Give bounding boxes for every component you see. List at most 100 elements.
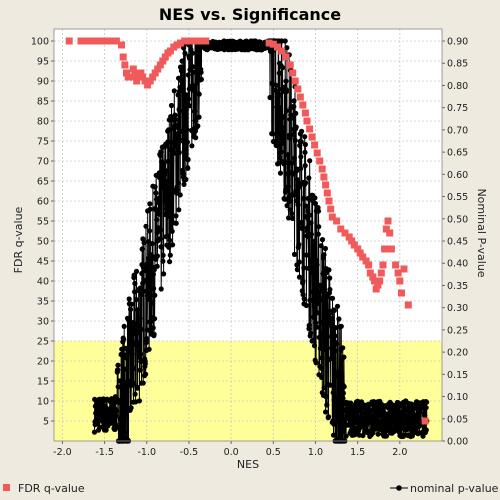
nominal-p-value-point bbox=[359, 410, 365, 416]
nominal-p-value-point bbox=[179, 78, 185, 85]
nominal-p-value-point bbox=[174, 134, 180, 140]
nominal-p-value-point bbox=[149, 300, 155, 306]
nominal-p-value-point bbox=[313, 320, 319, 326]
nominal-p-value-point bbox=[160, 258, 166, 264]
nominal-p-value-point bbox=[121, 336, 127, 342]
nominal-p-value-point bbox=[423, 427, 429, 433]
fdr-q-value-point bbox=[97, 37, 105, 45]
x-tick-label: -1.5 bbox=[95, 447, 114, 458]
fdr-q-value-point bbox=[118, 41, 125, 49]
y-right-tick-label: 0.80 bbox=[447, 81, 468, 92]
nominal-p-value-point bbox=[308, 220, 314, 226]
fdr-q-value-point bbox=[337, 225, 345, 233]
fdr-q-value-point bbox=[119, 53, 127, 61]
nominal-p-value-point bbox=[139, 246, 146, 252]
nominal-p-value-point bbox=[162, 198, 168, 204]
nominal-p-value-point bbox=[327, 286, 333, 293]
legend-nominal-label: nominal p-value bbox=[410, 482, 499, 495]
nominal-p-value-point bbox=[158, 286, 164, 292]
nominal-p-value-point bbox=[198, 76, 204, 82]
y-right-tick-label: 0.30 bbox=[447, 303, 468, 314]
y-left-tick-label: 10 bbox=[37, 397, 49, 408]
fdr-q-value-point bbox=[320, 173, 328, 181]
nominal-p-value-point bbox=[283, 88, 289, 95]
nominal-p-value-point bbox=[175, 180, 181, 186]
nominal-p-value-point bbox=[123, 379, 129, 386]
nominal-p-value-point bbox=[115, 367, 121, 373]
fdr-q-value-point bbox=[386, 229, 394, 237]
nominal-p-value-point bbox=[306, 175, 312, 181]
y-left-tick-label: 30 bbox=[37, 317, 49, 328]
nominal-p-value-point bbox=[335, 409, 341, 415]
fdr-q-value-point bbox=[149, 73, 157, 81]
nominal-p-value-point bbox=[171, 150, 178, 156]
nominal-p-value-point bbox=[308, 330, 314, 336]
nominal-p-value-point bbox=[294, 267, 300, 273]
nominal-p-value-point bbox=[304, 228, 310, 234]
nominal-p-value-point bbox=[156, 207, 162, 213]
fdr-q-value-point bbox=[282, 53, 290, 61]
nominal-p-value-point bbox=[128, 306, 134, 312]
nominal-p-value-point bbox=[365, 428, 371, 434]
fdr-q-value-point bbox=[396, 277, 404, 285]
fdr-q-value-point bbox=[348, 237, 356, 245]
nominal-p-value-point bbox=[292, 137, 298, 143]
nominal-p-value-point bbox=[301, 296, 307, 302]
x-tick-label: 1.5 bbox=[350, 447, 365, 458]
fdr-q-value-point bbox=[193, 37, 201, 45]
nominal-p-value-point bbox=[317, 289, 323, 295]
nominal-p-value-point bbox=[327, 382, 333, 388]
nominal-p-value-point bbox=[352, 431, 358, 437]
fdr-q-value-point bbox=[356, 249, 364, 257]
nominal-p-value-point bbox=[172, 112, 178, 118]
fdr-q-value-point bbox=[382, 225, 390, 233]
nominal-p-value-point bbox=[157, 175, 163, 181]
nominal-p-value-point bbox=[276, 70, 282, 76]
nominal-p-value-point bbox=[122, 366, 128, 372]
nominal-p-value-point bbox=[175, 122, 181, 128]
nominal-p-value-point bbox=[285, 152, 291, 158]
fdr-q-value-point bbox=[294, 85, 302, 93]
nominal-p-value-point bbox=[152, 292, 158, 298]
y-right-tick-label: 0.15 bbox=[447, 370, 468, 381]
nominal-p-value-point bbox=[373, 426, 380, 432]
nominal-p-value-point bbox=[192, 108, 198, 114]
nominal-p-value-point bbox=[134, 385, 141, 391]
fdr-q-value-point bbox=[398, 289, 405, 297]
y-left-tick-label: 35 bbox=[37, 297, 49, 308]
y-right-tick-label: 0.75 bbox=[447, 103, 468, 114]
nominal-p-value-point bbox=[172, 117, 179, 123]
nominal-p-value-point bbox=[284, 171, 290, 177]
y-left-axis-label: FDR q-value bbox=[12, 206, 25, 273]
nominal-p-value-point bbox=[92, 396, 98, 402]
nominal-p-value-point bbox=[333, 325, 339, 331]
nominal-p-value-point bbox=[415, 412, 421, 418]
nominal-p-value-point bbox=[189, 143, 195, 149]
nominal-p-value-point bbox=[334, 303, 341, 309]
legend-fdr-marker bbox=[3, 484, 10, 491]
y-left-tick-label: 100 bbox=[31, 37, 49, 48]
nominal-p-value-point bbox=[295, 177, 301, 183]
nominal-p-value-point bbox=[339, 428, 345, 435]
y-right-tick-label: 0.55 bbox=[447, 192, 468, 203]
fdr-q-value-point bbox=[362, 257, 370, 265]
fdr-q-value-point bbox=[323, 189, 331, 197]
nominal-p-value-point bbox=[280, 65, 286, 71]
fdr-q-value-point bbox=[269, 40, 277, 48]
nominal-p-value-point bbox=[195, 123, 201, 129]
nominal-p-value-point bbox=[348, 400, 354, 406]
fdr-q-value-point bbox=[333, 217, 341, 225]
nominal-p-value-point bbox=[176, 207, 182, 213]
nominal-p-value-point bbox=[158, 244, 165, 250]
x-tick-label: -0.5 bbox=[180, 447, 199, 458]
nominal-p-value-point bbox=[183, 151, 189, 158]
nominal-p-value-point bbox=[172, 143, 178, 149]
nominal-p-value-point bbox=[297, 142, 303, 149]
nominal-p-value-point bbox=[282, 38, 288, 44]
plot-area bbox=[54, 29, 442, 444]
fdr-q-value-point bbox=[318, 165, 326, 173]
nominal-p-value-point bbox=[186, 55, 193, 61]
nominal-p-value-point bbox=[167, 237, 173, 243]
nominal-p-value-point bbox=[160, 252, 166, 258]
nominal-p-value-point bbox=[113, 413, 119, 419]
